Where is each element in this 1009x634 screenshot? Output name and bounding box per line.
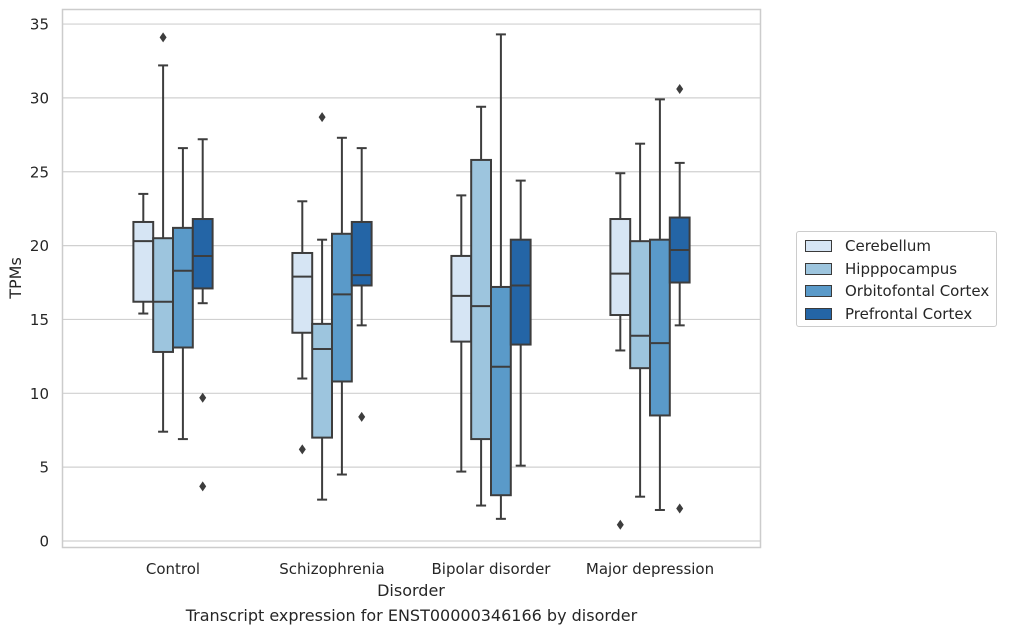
box-3-1 xyxy=(350,147,373,422)
box-0-2 xyxy=(450,194,473,473)
legend-item-cerebellum: Cerebellum xyxy=(805,236,931,256)
box-3-0 xyxy=(191,138,214,492)
box-iqr xyxy=(172,226,194,349)
x-axis-label: Disorder xyxy=(377,581,445,600)
tick-labels: 0 5 10 15 20 25 30 35 Control Schizophrenia Bipola… xyxy=(30,16,714,578)
box-2-0 xyxy=(172,147,194,441)
x-tick-label: Control xyxy=(146,560,200,578)
box-iqr xyxy=(191,218,214,290)
outlier-point xyxy=(616,519,624,530)
box-iqr xyxy=(509,238,532,346)
legend-swatch-cerebellum xyxy=(805,240,832,252)
x-tick-label: Bipolar disorder xyxy=(432,560,552,578)
box-iqr xyxy=(629,240,652,370)
box-iqr xyxy=(450,254,473,343)
box-1-3 xyxy=(629,142,652,498)
legend-swatch-orbitofrontal xyxy=(805,285,832,297)
y-tick-label: 15 xyxy=(30,311,49,329)
box-iqr xyxy=(291,251,314,334)
figure-caption: Transcript expression for ENST0000034616… xyxy=(185,606,638,625)
y-tick-label: 10 xyxy=(30,385,49,403)
legend-label-hippocampus: Hipppocampus xyxy=(845,260,958,278)
box-iqr xyxy=(311,322,334,439)
box-2-1 xyxy=(331,136,353,476)
y-tick-label: 5 xyxy=(39,459,49,477)
boxes xyxy=(132,32,691,530)
box-1-2 xyxy=(470,105,493,507)
box-2-3 xyxy=(649,98,671,511)
box-iqr xyxy=(132,220,155,303)
box-0-3 xyxy=(609,172,632,530)
legend-swatch-prefrontal xyxy=(805,308,832,320)
legend-item-prefrontal: Prefrontal Cortex xyxy=(805,304,972,324)
plot-area-frame xyxy=(61,8,762,549)
outlier-point xyxy=(318,112,326,123)
box-3-2 xyxy=(509,179,532,467)
outlier-point xyxy=(199,392,207,403)
legend-item-orbitofrontal: Orbitofontal Cortex xyxy=(805,281,989,301)
outlier-point xyxy=(676,503,684,514)
y-axis-label: TPMs xyxy=(6,257,25,300)
box-iqr xyxy=(331,232,353,383)
legend: Cerebellum Hipppocampus Orbitofontal Cor… xyxy=(796,231,997,327)
x-tick-label: Schizophrenia xyxy=(279,560,384,578)
box-iqr xyxy=(470,158,493,441)
x-tick-label: Major depression xyxy=(586,560,714,578)
box-1-1 xyxy=(311,112,334,501)
y-tick-label: 0 xyxy=(39,533,49,551)
box-0-0 xyxy=(132,192,155,315)
box-0-1 xyxy=(291,200,314,455)
y-tick-label: 35 xyxy=(30,16,49,34)
y-tick-label: 20 xyxy=(30,237,49,255)
box-1-0 xyxy=(152,32,174,433)
box-3-3 xyxy=(668,84,691,514)
outlier-point xyxy=(199,481,207,492)
box-iqr xyxy=(649,238,671,417)
box-iqr xyxy=(609,218,632,317)
legend-label-orbitofrontal: Orbitofontal Cortex xyxy=(845,282,990,300)
box-2-2 xyxy=(490,33,512,520)
legend-item-hippocampus: Hipppocampus xyxy=(805,259,957,279)
outlier-point xyxy=(298,444,306,455)
box-iqr xyxy=(350,220,373,287)
y-tick-label: 30 xyxy=(30,89,49,107)
outlier-point xyxy=(159,32,167,43)
y-tick-label: 25 xyxy=(30,163,49,181)
outlier-point xyxy=(676,84,684,95)
legend-swatch-hippocampus xyxy=(805,263,832,275)
outlier-point xyxy=(358,411,366,422)
legend-label-prefrontal: Prefrontal Cortex xyxy=(845,305,973,323)
legend-label-cerebellum: Cerebellum xyxy=(845,237,931,255)
box-iqr xyxy=(490,285,512,497)
box-iqr xyxy=(152,237,174,353)
